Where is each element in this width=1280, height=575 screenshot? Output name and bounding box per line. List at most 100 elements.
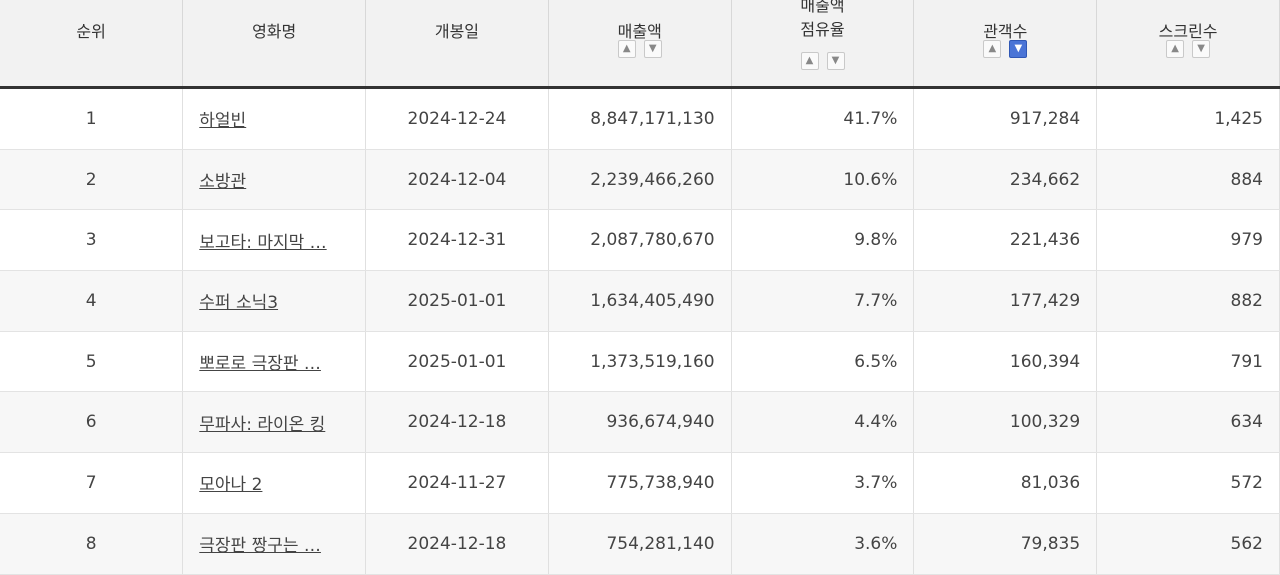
header-sales: 매출액 ▲ ▼ bbox=[548, 0, 732, 89]
cell-title: 보고타: 마지막 … bbox=[182, 209, 367, 272]
share-sort-desc-icon[interactable]: ▼ bbox=[826, 52, 845, 70]
table-row: 3 보고타: 마지막 … 2024-12-31 2,087,780,670 9.… bbox=[0, 209, 1280, 272]
cell-audience: 79,835 bbox=[913, 513, 1098, 575]
cell-screens: 979 bbox=[1096, 209, 1280, 272]
cell-title: 극장판 짱구는 … bbox=[182, 513, 367, 575]
cell-audience: 917,284 bbox=[913, 87, 1098, 150]
movie-title-link[interactable]: 수퍼 소닉3 bbox=[199, 293, 279, 314]
cell-sales: 754,281,140 bbox=[548, 513, 732, 575]
cell-share: 10.6% bbox=[731, 149, 915, 211]
cell-rank: 8 bbox=[0, 513, 184, 575]
cell-share: 41.7% bbox=[731, 87, 915, 150]
cell-title: 모아나 2 bbox=[182, 452, 367, 514]
movie-title-link[interactable]: 뽀로로 극장판 … bbox=[199, 354, 321, 375]
cell-rank: 1 bbox=[0, 87, 184, 150]
cell-audience: 81,036 bbox=[913, 452, 1098, 514]
cell-release: 2025-01-01 bbox=[365, 331, 549, 393]
sales-sort-asc-icon[interactable]: ▲ bbox=[617, 40, 636, 58]
cell-release: 2024-12-31 bbox=[365, 209, 549, 272]
header-rank-label: 순위 bbox=[76, 22, 106, 41]
table-header: 순위 영화명 개봉일 매출액 ▲ ▼ 매출액 점유율 bbox=[0, 0, 1280, 89]
cell-audience: 221,436 bbox=[913, 209, 1098, 272]
header-title: 영화명 bbox=[182, 0, 367, 89]
header-title-label: 영화명 bbox=[252, 22, 297, 41]
cell-release: 2024-12-04 bbox=[365, 149, 549, 211]
cell-rank: 4 bbox=[0, 270, 184, 332]
header-share-line2: 점유율 bbox=[800, 20, 845, 39]
screens-sort-asc-icon[interactable]: ▲ bbox=[1166, 40, 1185, 58]
sales-sort-controls: ▲ ▼ bbox=[549, 40, 731, 58]
cell-sales: 2,239,466,260 bbox=[548, 149, 732, 211]
cell-sales: 1,373,519,160 bbox=[548, 331, 732, 393]
header-audience: 관객수 ▲ ▼ bbox=[913, 0, 1098, 89]
header-screens: 스크린수 ▲ ▼ bbox=[1096, 0, 1280, 89]
audience-sort-desc-icon[interactable]: ▼ bbox=[1009, 40, 1028, 58]
audience-sort-controls: ▲ ▼ bbox=[914, 40, 1096, 58]
cell-release: 2024-12-18 bbox=[365, 513, 549, 575]
cell-sales: 936,674,940 bbox=[548, 391, 732, 454]
movie-title-link[interactable]: 하얼빈 bbox=[199, 111, 247, 132]
header-release-label: 개봉일 bbox=[434, 22, 480, 41]
cell-rank: 5 bbox=[0, 331, 184, 393]
table-row: 7 모아나 2 2024-11-27 775,738,940 3.7% 81,0… bbox=[0, 452, 1280, 514]
sales-sort-desc-icon[interactable]: ▼ bbox=[643, 40, 662, 58]
cell-sales: 2,087,780,670 bbox=[548, 209, 732, 272]
header-rank: 순위 bbox=[0, 0, 184, 89]
cell-audience: 160,394 bbox=[913, 331, 1098, 393]
movie-title-link[interactable]: 소방관 bbox=[199, 172, 247, 193]
table-row: 4 수퍼 소닉3 2025-01-01 1,634,405,490 7.7% 1… bbox=[0, 270, 1280, 332]
cell-release: 2024-12-24 bbox=[365, 87, 549, 150]
cell-release: 2025-01-01 bbox=[365, 270, 549, 332]
header-screens-label: 스크린수 bbox=[1158, 22, 1218, 41]
cell-title: 하얼빈 bbox=[182, 87, 367, 150]
cell-release: 2024-12-18 bbox=[365, 391, 549, 454]
table-row: 1 하얼빈 2024-12-24 8,847,171,130 41.7% 917… bbox=[0, 87, 1280, 150]
audience-sort-asc-icon[interactable]: ▲ bbox=[983, 40, 1002, 58]
cell-title: 뽀로로 극장판 … bbox=[182, 331, 367, 393]
cell-share: 7.7% bbox=[731, 270, 915, 332]
cell-screens: 572 bbox=[1096, 452, 1280, 514]
cell-sales: 1,634,405,490 bbox=[548, 270, 732, 332]
cell-screens: 562 bbox=[1096, 513, 1280, 575]
share-sort-controls: ▲ ▼ bbox=[732, 52, 914, 70]
table-row: 6 무파사: 라이온 킹 2024-12-18 936,674,940 4.4%… bbox=[0, 391, 1280, 454]
cell-sales: 8,847,171,130 bbox=[548, 87, 732, 150]
cell-rank: 6 bbox=[0, 391, 184, 454]
cell-screens: 882 bbox=[1096, 270, 1280, 332]
cell-audience: 177,429 bbox=[913, 270, 1098, 332]
cell-audience: 100,329 bbox=[913, 391, 1098, 454]
cell-share: 4.4% bbox=[731, 391, 915, 454]
cell-screens: 884 bbox=[1096, 149, 1280, 211]
screens-sort-controls: ▲ ▼ bbox=[1097, 40, 1279, 58]
table-row: 8 극장판 짱구는 … 2024-12-18 754,281,140 3.6% … bbox=[0, 513, 1280, 575]
cell-release: 2024-11-27 bbox=[365, 452, 549, 514]
table-row: 5 뽀로로 극장판 … 2025-01-01 1,373,519,160 6.5… bbox=[0, 331, 1280, 393]
header-release: 개봉일 bbox=[365, 0, 549, 89]
cell-share: 3.7% bbox=[731, 452, 915, 514]
cell-share: 3.6% bbox=[731, 513, 915, 575]
movie-title-link[interactable]: 무파사: 라이온 킹 bbox=[199, 414, 326, 435]
table-row: 2 소방관 2024-12-04 2,239,466,260 10.6% 234… bbox=[0, 149, 1280, 211]
header-share: 매출액 점유율 ▲ ▼ bbox=[731, 0, 915, 89]
cell-title: 수퍼 소닉3 bbox=[182, 270, 367, 332]
movie-title-link[interactable]: 극장판 짱구는 … bbox=[199, 536, 321, 557]
cell-share: 9.8% bbox=[731, 209, 915, 272]
cell-share: 6.5% bbox=[731, 331, 915, 393]
cell-title: 무파사: 라이온 킹 bbox=[182, 391, 367, 454]
cell-screens: 1,425 bbox=[1096, 87, 1280, 150]
movie-title-link[interactable]: 보고타: 마지막 … bbox=[199, 232, 327, 253]
cell-screens: 791 bbox=[1096, 331, 1280, 393]
header-share-line1: 매출액 bbox=[800, 0, 845, 15]
cell-rank: 2 bbox=[0, 149, 184, 211]
cell-sales: 775,738,940 bbox=[548, 452, 732, 514]
cell-audience: 234,662 bbox=[913, 149, 1098, 211]
table-body: 1 하얼빈 2024-12-24 8,847,171,130 41.7% 917… bbox=[0, 87, 1280, 575]
cell-rank: 3 bbox=[0, 209, 184, 272]
movie-title-link[interactable]: 모아나 2 bbox=[199, 475, 263, 496]
share-sort-asc-icon[interactable]: ▲ bbox=[800, 52, 819, 70]
cell-title: 소방관 bbox=[182, 149, 367, 211]
header-audience-label: 관객수 bbox=[983, 22, 1028, 41]
cell-rank: 7 bbox=[0, 452, 184, 514]
screens-sort-desc-icon[interactable]: ▼ bbox=[1192, 40, 1211, 58]
